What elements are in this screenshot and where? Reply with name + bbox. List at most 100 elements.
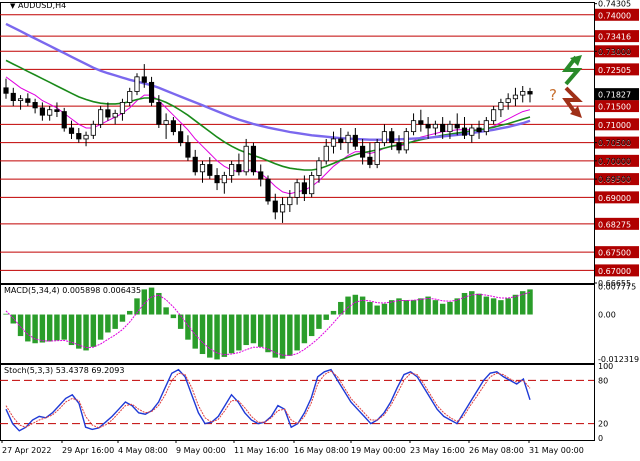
stoch-line-1: [5, 370, 531, 429]
macd-bar: [447, 301, 453, 315]
dropdown-triangle-icon[interactable]: ▼: [10, 2, 16, 10]
level-label-1: 0.73416: [598, 33, 631, 42]
macd-bar: [170, 314, 177, 319]
macd-bar: [236, 314, 242, 351]
level-label-box: [595, 246, 639, 259]
moving-averages: [5, 22, 531, 195]
bull-candle: [374, 142, 380, 165]
macd-bar: [185, 314, 191, 340]
moving-average-line-2: [5, 22, 531, 141]
bull-candle: [17, 98, 24, 101]
macd-bar: [163, 307, 169, 315]
macd-bar: [250, 314, 257, 344]
macd-bar: [316, 314, 322, 329]
level-label-box: [595, 8, 639, 21]
stoch-tick-label-0: 100: [598, 362, 613, 371]
bear-candle: [389, 131, 395, 143]
bear-candle: [61, 111, 67, 129]
bull-candle: [119, 102, 126, 114]
bear-candle: [170, 120, 176, 133]
bear-candle: [454, 123, 460, 129]
macd-bar: [214, 314, 220, 360]
macd-bar: [403, 300, 410, 315]
bull-candle: [505, 98, 511, 103]
stoch-tick-label-1: 80: [598, 376, 608, 385]
down-arrowhead-icon: [570, 106, 582, 118]
stoch-tick-label-3: 0: [598, 434, 603, 443]
bear-candle: [476, 127, 482, 133]
macd-bar: [134, 298, 140, 315]
bull-candle: [410, 120, 417, 133]
level-label-box: [595, 191, 639, 204]
macd-bar: [374, 305, 380, 315]
bull-candle: [287, 196, 293, 206]
level-label-box: [595, 217, 639, 230]
macd-bar: [505, 298, 511, 315]
bear-candle: [185, 142, 191, 158]
bull-candle: [134, 76, 140, 92]
macd-bar: [126, 310, 133, 315]
bear-candle: [272, 200, 278, 213]
bear-candle: [25, 98, 31, 103]
bull-candle: [243, 145, 249, 173]
macd-bar: [294, 314, 300, 351]
macd-bar: [76, 314, 82, 349]
time-tick-label-5: 16 May 08:00: [294, 446, 349, 455]
level-label-3: 0.72505: [598, 66, 631, 75]
macd-bar: [90, 314, 97, 347]
level-label-box: [595, 136, 639, 149]
macd-bar: [257, 314, 264, 347]
macd-bar: [396, 298, 402, 315]
bull-candle: [323, 145, 329, 162]
macd-bar: [148, 287, 155, 315]
bear-candle: [68, 127, 75, 134]
time-tick-label-8: 26 May 08:00: [469, 446, 524, 455]
macd-bar: [17, 314, 24, 337]
stoch-line-0: [5, 368, 531, 432]
level-label-box: [595, 264, 639, 277]
macd-bar: [279, 314, 286, 359]
bear-candle: [76, 133, 82, 140]
macd-bar: [454, 298, 460, 315]
macd-bar: [141, 289, 148, 315]
macd-tick-label-1: 0.00: [598, 311, 616, 320]
macd-bar: [32, 314, 38, 344]
macd-bar: [345, 296, 351, 315]
bear-candle: [148, 81, 155, 103]
forecast-arrows: ?: [549, 55, 583, 118]
stoch-tick-label-2: 20: [598, 420, 608, 429]
price-axis: 0.74000 0.73416 0.73000 0.72505 0.71500 0.710…: [594, 0, 639, 288]
candles: [3, 64, 533, 223]
macd-bar: [156, 292, 162, 315]
price-tick-label-5: 0.66655: [598, 279, 631, 288]
bear-candle: [39, 107, 45, 116]
panel-frame-1: [0, 284, 595, 364]
bull-candle: [163, 120, 169, 125]
bull-candle: [316, 160, 322, 176]
bull-candle: [98, 109, 104, 125]
macd-bar: [432, 300, 439, 315]
bear-candle: [250, 145, 257, 173]
current-price-box: [595, 88, 639, 101]
macd-tick-label-0: 0.007775: [598, 283, 636, 292]
level-label-box: [595, 154, 639, 167]
macd-bar: [519, 291, 526, 315]
macd-bar: [177, 314, 184, 329]
level-label-4: 0.71500: [598, 103, 631, 112]
macd-bar: [287, 314, 293, 356]
level-label-7: 0.70000: [598, 157, 631, 166]
time-tick-label-3: 9 May 00:00: [176, 446, 226, 455]
bear-candle: [236, 164, 242, 173]
question-mark-icon: ?: [549, 86, 557, 104]
bear-candle: [54, 109, 60, 112]
time-tick-label-9: 31 May 00:00: [529, 446, 584, 455]
price-tick-label-4: 0.69500: [598, 175, 631, 184]
macd-bar: [338, 301, 344, 315]
macd-bar: [418, 298, 424, 315]
bear-candle: [367, 156, 373, 165]
panel-frame-2: [0, 364, 595, 441]
macd-bar: [207, 314, 213, 358]
level-label-box: [595, 100, 639, 113]
macd-panel: 0.007775 0.00 -0.012319: [3, 283, 639, 364]
